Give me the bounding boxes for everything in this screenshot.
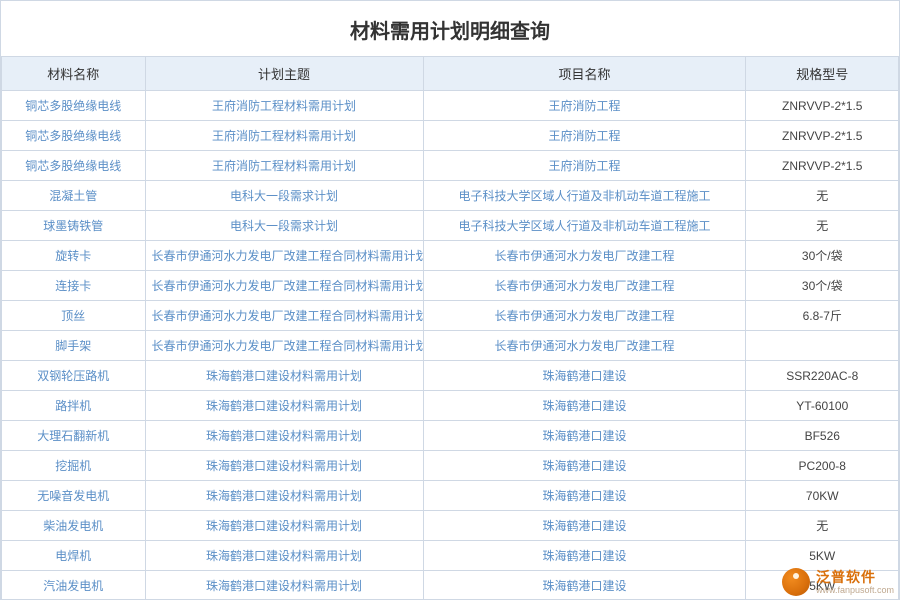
cell-project[interactable]: 珠海鹤港口建设 (423, 421, 746, 451)
cell-spec: 30个/袋 (746, 271, 899, 301)
cell-material[interactable]: 脚手架 (2, 331, 146, 361)
cell-plan[interactable]: 王府消防工程材料需用计划 (145, 151, 423, 181)
cell-material[interactable]: 电焊机 (2, 541, 146, 571)
page-title: 材料需用计划明细查询 (1, 1, 899, 56)
cell-project[interactable]: 珠海鹤港口建设 (423, 571, 746, 600)
cell-plan[interactable]: 电科大一段需求计划 (145, 181, 423, 211)
table-header-row: 材料名称计划主题项目名称规格型号 (2, 57, 899, 91)
cell-material[interactable]: 双钢轮压路机 (2, 361, 146, 391)
cell-spec: YT-60100 (746, 391, 899, 421)
cell-plan[interactable]: 王府消防工程材料需用计划 (145, 121, 423, 151)
cell-spec: 无 (746, 511, 899, 541)
table-row: 铜芯多股绝缘电线王府消防工程材料需用计划王府消防工程ZNRVVP-2*1.5 (2, 121, 899, 151)
table-row: 顶丝长春市伊通河水力发电厂改建工程合同材料需用计划长春市伊通河水力发电厂改建工程… (2, 301, 899, 331)
cell-material[interactable]: 连接卡 (2, 271, 146, 301)
table-row: 电焊机珠海鹤港口建设材料需用计划珠海鹤港口建设5KW (2, 541, 899, 571)
cell-spec: 无 (746, 181, 899, 211)
cell-material[interactable]: 挖掘机 (2, 451, 146, 481)
cell-project[interactable]: 电子科技大学区域人行道及非机动车道工程施工 (423, 181, 746, 211)
cell-spec: 无 (746, 211, 899, 241)
cell-plan[interactable]: 王府消防工程材料需用计划 (145, 91, 423, 121)
table-row: 柴油发电机珠海鹤港口建设材料需用计划珠海鹤港口建设无 (2, 511, 899, 541)
cell-plan[interactable]: 珠海鹤港口建设材料需用计划 (145, 511, 423, 541)
cell-project[interactable]: 长春市伊通河水力发电厂改建工程 (423, 241, 746, 271)
cell-spec: BF526 (746, 421, 899, 451)
cell-spec: 70KW (746, 481, 899, 511)
cell-plan[interactable]: 珠海鹤港口建设材料需用计划 (145, 541, 423, 571)
cell-project[interactable]: 王府消防工程 (423, 121, 746, 151)
cell-spec: 5KW (746, 571, 899, 600)
cell-project[interactable]: 珠海鹤港口建设 (423, 361, 746, 391)
column-header-material[interactable]: 材料名称 (2, 57, 146, 91)
cell-material[interactable]: 无噪音发电机 (2, 481, 146, 511)
table-row: 铜芯多股绝缘电线王府消防工程材料需用计划王府消防工程ZNRVVP-2*1.5 (2, 91, 899, 121)
cell-plan[interactable]: 珠海鹤港口建设材料需用计划 (145, 571, 423, 600)
cell-material[interactable]: 旋转卡 (2, 241, 146, 271)
cell-spec: ZNRVVP-2*1.5 (746, 121, 899, 151)
cell-spec (746, 331, 899, 361)
cell-project[interactable]: 电子科技大学区域人行道及非机动车道工程施工 (423, 211, 746, 241)
cell-plan[interactable]: 珠海鹤港口建设材料需用计划 (145, 391, 423, 421)
cell-project[interactable]: 长春市伊通河水力发电厂改建工程 (423, 331, 746, 361)
cell-project[interactable]: 珠海鹤港口建设 (423, 481, 746, 511)
cell-project[interactable]: 长春市伊通河水力发电厂改建工程 (423, 271, 746, 301)
cell-material[interactable]: 铜芯多股绝缘电线 (2, 121, 146, 151)
cell-spec: SSR220AC-8 (746, 361, 899, 391)
cell-material[interactable]: 球墨铸铁管 (2, 211, 146, 241)
cell-plan[interactable]: 长春市伊通河水力发电厂改建工程合同材料需用计划 (145, 271, 423, 301)
page-container: 材料需用计划明细查询 材料名称计划主题项目名称规格型号 铜芯多股绝缘电线王府消防… (0, 0, 900, 600)
table-row: 大理石翻新机珠海鹤港口建设材料需用计划珠海鹤港口建设BF526 (2, 421, 899, 451)
column-header-spec[interactable]: 规格型号 (746, 57, 899, 91)
cell-material[interactable]: 汽油发电机 (2, 571, 146, 600)
cell-material[interactable]: 顶丝 (2, 301, 146, 331)
cell-project[interactable]: 珠海鹤港口建设 (423, 511, 746, 541)
cell-material[interactable]: 柴油发电机 (2, 511, 146, 541)
table-row: 铜芯多股绝缘电线王府消防工程材料需用计划王府消防工程ZNRVVP-2*1.5 (2, 151, 899, 181)
cell-material[interactable]: 大理石翻新机 (2, 421, 146, 451)
column-header-project[interactable]: 项目名称 (423, 57, 746, 91)
table-row: 汽油发电机珠海鹤港口建设材料需用计划珠海鹤港口建设5KW (2, 571, 899, 600)
table-row: 无噪音发电机珠海鹤港口建设材料需用计划珠海鹤港口建设70KW (2, 481, 899, 511)
table-row: 连接卡长春市伊通河水力发电厂改建工程合同材料需用计划长春市伊通河水力发电厂改建工… (2, 271, 899, 301)
cell-project[interactable]: 珠海鹤港口建设 (423, 541, 746, 571)
table-row: 路拌机珠海鹤港口建设材料需用计划珠海鹤港口建设YT-60100 (2, 391, 899, 421)
table-body: 铜芯多股绝缘电线王府消防工程材料需用计划王府消防工程ZNRVVP-2*1.5铜芯… (2, 91, 899, 600)
cell-project[interactable]: 王府消防工程 (423, 91, 746, 121)
cell-spec: ZNRVVP-2*1.5 (746, 91, 899, 121)
cell-plan[interactable]: 珠海鹤港口建设材料需用计划 (145, 481, 423, 511)
cell-material[interactable]: 铜芯多股绝缘电线 (2, 91, 146, 121)
cell-spec: 30个/袋 (746, 241, 899, 271)
table-row: 旋转卡长春市伊通河水力发电厂改建工程合同材料需用计划长春市伊通河水力发电厂改建工… (2, 241, 899, 271)
cell-plan[interactable]: 长春市伊通河水力发电厂改建工程合同材料需用计划 (145, 331, 423, 361)
cell-spec: ZNRVVP-2*1.5 (746, 151, 899, 181)
cell-plan[interactable]: 长春市伊通河水力发电厂改建工程合同材料需用计划 (145, 301, 423, 331)
cell-plan[interactable]: 长春市伊通河水力发电厂改建工程合同材料需用计划 (145, 241, 423, 271)
cell-plan[interactable]: 电科大一段需求计划 (145, 211, 423, 241)
cell-material[interactable]: 混凝土管 (2, 181, 146, 211)
table-row: 双钢轮压路机珠海鹤港口建设材料需用计划珠海鹤港口建设SSR220AC-8 (2, 361, 899, 391)
column-header-plan[interactable]: 计划主题 (145, 57, 423, 91)
cell-material[interactable]: 路拌机 (2, 391, 146, 421)
cell-project[interactable]: 珠海鹤港口建设 (423, 391, 746, 421)
cell-material[interactable]: 铜芯多股绝缘电线 (2, 151, 146, 181)
table-row: 球墨铸铁管电科大一段需求计划电子科技大学区域人行道及非机动车道工程施工无 (2, 211, 899, 241)
cell-spec: 6.8-7斤 (746, 301, 899, 331)
cell-spec: 5KW (746, 541, 899, 571)
cell-project[interactable]: 长春市伊通河水力发电厂改建工程 (423, 301, 746, 331)
cell-plan[interactable]: 珠海鹤港口建设材料需用计划 (145, 421, 423, 451)
cell-project[interactable]: 王府消防工程 (423, 151, 746, 181)
cell-plan[interactable]: 珠海鹤港口建设材料需用计划 (145, 361, 423, 391)
cell-plan[interactable]: 珠海鹤港口建设材料需用计划 (145, 451, 423, 481)
cell-spec: PC200-8 (746, 451, 899, 481)
table-row: 混凝土管电科大一段需求计划电子科技大学区域人行道及非机动车道工程施工无 (2, 181, 899, 211)
table-row: 挖掘机珠海鹤港口建设材料需用计划珠海鹤港口建设PC200-8 (2, 451, 899, 481)
cell-project[interactable]: 珠海鹤港口建设 (423, 451, 746, 481)
data-table: 材料名称计划主题项目名称规格型号 铜芯多股绝缘电线王府消防工程材料需用计划王府消… (1, 56, 899, 600)
table-row: 脚手架长春市伊通河水力发电厂改建工程合同材料需用计划长春市伊通河水力发电厂改建工… (2, 331, 899, 361)
